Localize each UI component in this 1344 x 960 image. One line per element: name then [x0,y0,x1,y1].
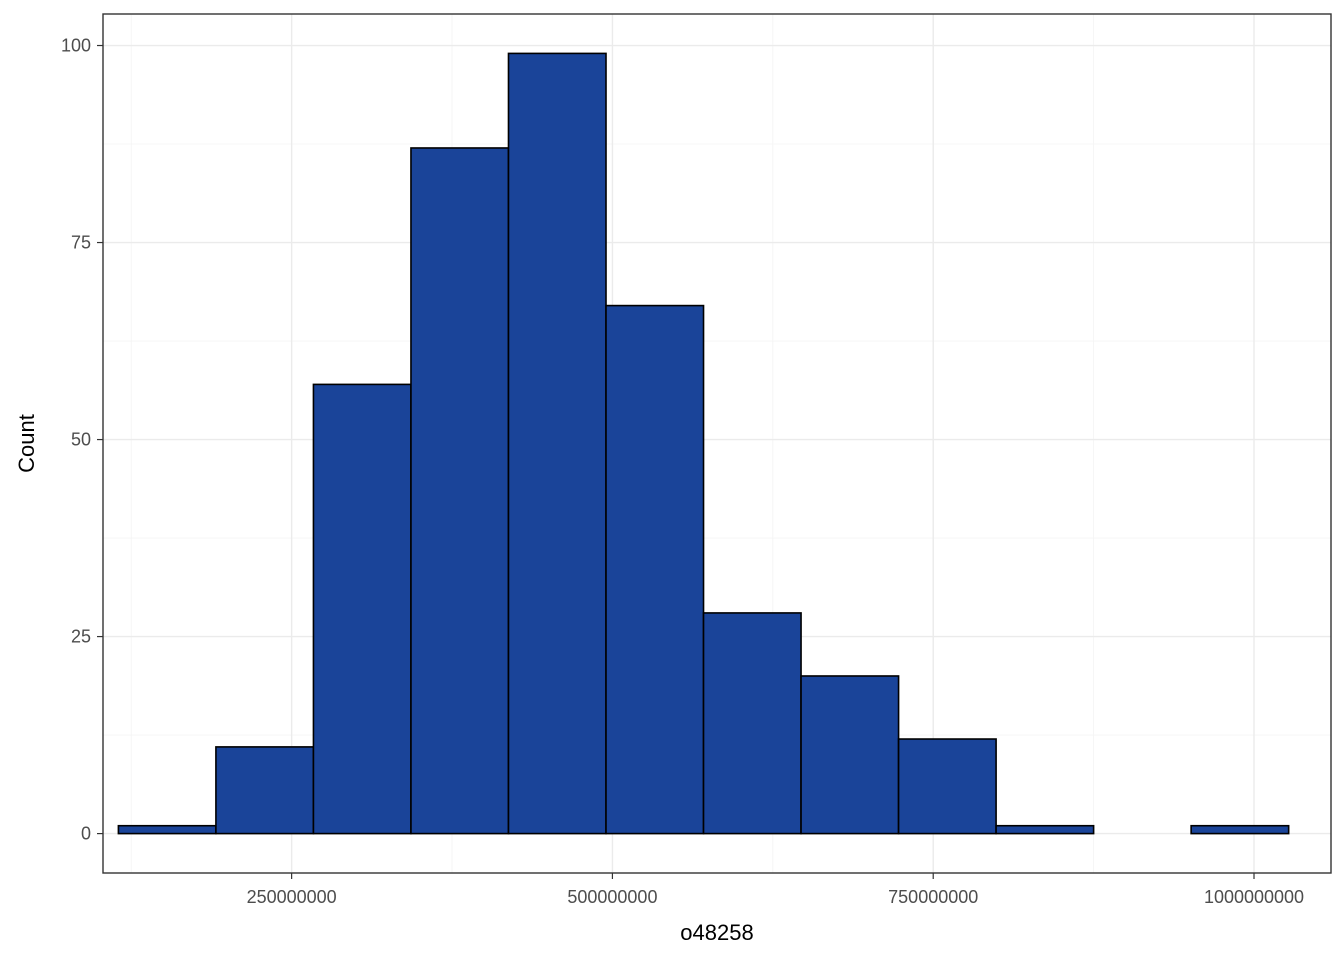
histogram-bar-7 [800,675,900,835]
histogram-bar-2 [312,383,412,835]
plot-panel-border [102,13,1332,874]
histogram-bar-8 [897,738,997,835]
y-tick-label: 75 [71,233,91,253]
x-axis: 250000000 500000000 750000000 1000000000 [247,873,1304,907]
y-tick-label: 25 [71,627,91,647]
histogram-bar-3 [410,147,510,835]
y-tick-label: 100 [61,36,91,56]
y-tick-label: 0 [81,824,91,844]
histogram-bar-1 [215,746,315,835]
histogram-bars [117,52,1290,835]
x-tick-label: 1000000000 [1204,887,1304,907]
y-tick-label: 50 [71,430,91,450]
histogram-bar-11 [1190,824,1290,835]
x-tick-label: 250000000 [247,887,337,907]
x-tick-label: 750000000 [888,887,978,907]
histogram-bar-9 [995,824,1095,835]
histogram-bar-0 [117,824,217,835]
histogram-bar-6 [702,612,802,835]
x-tick-label: 500000000 [567,887,657,907]
x-axis-title: o48258 [680,920,753,945]
y-axis-title: Count [14,414,39,473]
histogram-bar-4 [507,52,607,835]
y-axis: 0 25 50 75 100 [61,36,103,844]
histogram-bar-5 [605,304,705,835]
